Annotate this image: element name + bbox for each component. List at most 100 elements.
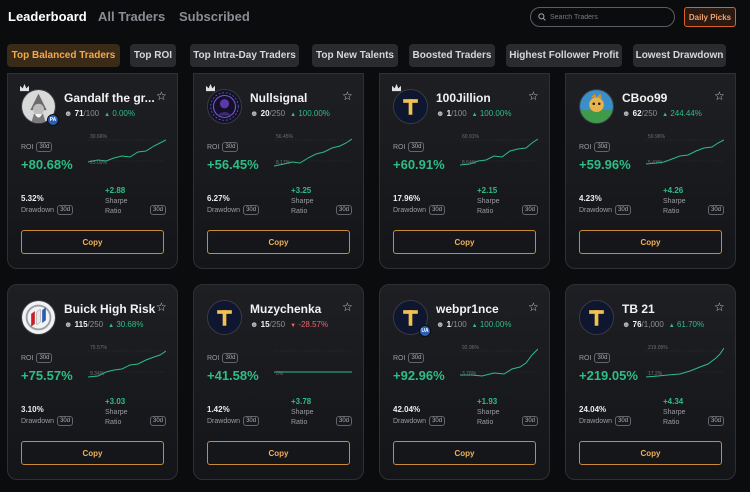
roi-label: ROI 30d: [21, 353, 53, 363]
copy-button[interactable]: Copy: [207, 441, 350, 465]
sparkline-max-label: 60.91%: [462, 134, 479, 140]
filter-chip-boosted-traders[interactable]: Boosted Traders: [409, 44, 495, 67]
trader-card[interactable]: TB 21 ☆ ☻ 76/1,000 ▲ 61.70% ROI 30d +219.05% 21…: [565, 284, 736, 480]
copy-button[interactable]: Copy: [393, 441, 536, 465]
copy-button[interactable]: Copy: [21, 230, 164, 254]
user-icon: ☻: [436, 109, 447, 118]
t-logo-avatar[interactable]: [393, 300, 428, 335]
sparkline-min-label: 5.43%: [648, 160, 663, 166]
drawdown-label-text: Drawdown: [207, 417, 241, 425]
roi-value: +59.96%: [579, 157, 631, 172]
drawdown-label-text: Drawdown: [393, 206, 427, 214]
copy-button[interactable]: Copy: [393, 230, 536, 254]
star-icon[interactable]: ☆: [156, 300, 167, 314]
sharpe-value: +3.03: [105, 397, 126, 406]
filter-chip-top-balanced-traders[interactable]: Top Balanced Traders: [7, 44, 120, 67]
sparkline-min-label: 0%: [276, 371, 284, 377]
trader-name-cboo99[interactable]: CBoo99: [622, 91, 668, 105]
period-tag: 30d: [222, 353, 239, 363]
sharpe-value: +4.26: [663, 186, 684, 195]
trader-card[interactable]: 100Jillion ☆ ☻ 1/100 ▲ 100.00% ROI 30d +60.91%…: [379, 73, 550, 269]
roi-label: ROI 30d: [579, 142, 611, 152]
trader-name-100jillion[interactable]: 100Jillion: [436, 91, 491, 105]
roi-label-text: ROI: [579, 354, 592, 362]
search-input[interactable]: [550, 13, 670, 21]
follower-change-value: 0.00%: [112, 109, 135, 118]
copy-button[interactable]: Copy: [21, 441, 164, 465]
star-icon[interactable]: ☆: [528, 300, 539, 314]
copy-button[interactable]: Copy: [579, 230, 722, 254]
sparkline-max-label: 219.05%: [648, 345, 668, 351]
follower-change: ▲ 61.70%: [669, 320, 704, 329]
follower-capacity: /250: [641, 109, 658, 118]
copy-button[interactable]: Copy: [579, 441, 722, 465]
t-logo-avatar[interactable]: [393, 89, 428, 124]
follower-count: ☻ 20/250 ▲ 100.00%: [250, 109, 330, 118]
star-icon[interactable]: ☆: [714, 89, 725, 103]
nullsignal-avatar[interactable]: [207, 89, 242, 124]
roi-label: ROI 30d: [207, 142, 239, 152]
follower-capacity: /100: [451, 320, 467, 329]
wizard-avatar[interactable]: [21, 89, 56, 124]
trader-card[interactable]: PA Gandalf the gr... ☆ ☻ 71/100 ▲ 0.00% ROI 30…: [7, 73, 178, 269]
sharpe-label: Sharpe Ratio: [291, 409, 314, 426]
user-icon: ☻: [622, 109, 633, 118]
trader-card[interactable]: CBoo99 ☆ ☻ 62/250 ▲ 244.44% ROI 30d +59.96% 59.…: [565, 73, 736, 269]
filter-chip-top-new-talents[interactable]: Top New Talents: [312, 44, 398, 67]
roi-sparkline: [646, 139, 724, 165]
period-tag: 30d: [336, 205, 353, 215]
star-icon[interactable]: ☆: [342, 300, 353, 314]
trader-name-muzychenka[interactable]: Muzychenka: [250, 302, 322, 316]
follower-change: ▲ 100.00%: [472, 109, 512, 118]
follower-current: 71: [74, 109, 84, 118]
drawdown-value: 4.23%: [579, 194, 602, 203]
trader-card[interactable]: Nullsignal ☆ ☻ 20/250 ▲ 100.00% ROI 30d +56.45…: [193, 73, 364, 269]
roi-label-text: ROI: [393, 354, 406, 362]
tab-leaderboard[interactable]: Leaderboard: [8, 9, 87, 24]
trader-card[interactable]: Buick High Risk ☆ ☻ 115/250 ▲ 30.68% ROI 30d +…: [7, 284, 178, 480]
period-tag: 30d: [708, 205, 725, 215]
period-tag: 30d: [36, 142, 53, 152]
copy-button[interactable]: Copy: [207, 230, 350, 254]
star-icon[interactable]: ☆: [156, 89, 167, 103]
follower-change-value: 30.68%: [116, 320, 144, 329]
trader-name-webpr1nce[interactable]: webpr1nce: [436, 302, 499, 316]
triangle-up-icon: ▲: [471, 323, 478, 329]
triangle-up-icon: ▲: [662, 112, 669, 118]
drawdown-label: Drawdown 30d: [579, 205, 632, 215]
trader-card[interactable]: UA webpr1nce ☆ ☻ 1/100 ▲ 100.00% ROI 30d +92.96…: [379, 284, 550, 480]
star-icon[interactable]: ☆: [528, 89, 539, 103]
follower-capacity: /250: [269, 320, 286, 329]
filter-chip-highest-follower-profit[interactable]: Highest Follower Profit: [506, 44, 622, 67]
tab-subscribed[interactable]: Subscribed: [179, 9, 250, 24]
star-icon[interactable]: ☆: [342, 89, 353, 103]
buick-avatar[interactable]: [21, 300, 56, 335]
roi-sparkline: [460, 348, 538, 377]
filter-chip-top-intra-day-traders[interactable]: Top Intra-Day Traders: [190, 44, 299, 67]
trader-name-gandalf-the-gr[interactable]: Gandalf the gr...: [64, 91, 155, 105]
follower-capacity: /100: [451, 109, 467, 118]
drawdown-label-text: Drawdown: [579, 206, 613, 214]
period-tag: 30d: [615, 205, 632, 215]
filter-chip-lowest-drawdown[interactable]: Lowest Drawdown: [633, 44, 726, 67]
trader-name-tb-21[interactable]: TB 21: [622, 302, 655, 316]
tab-all-traders[interactable]: All Traders: [98, 9, 166, 24]
t-logo-avatar[interactable]: [579, 300, 614, 335]
t-logo-avatar[interactable]: [207, 300, 242, 335]
sparkline-max-label: 30.66%: [90, 134, 107, 140]
daily-picks-button[interactable]: Daily Picks: [684, 7, 736, 27]
drawdown-label: Drawdown 30d: [393, 205, 446, 215]
trader-name-buick-high-risk[interactable]: Buick High Risk: [64, 302, 156, 316]
follower-current: 1: [446, 109, 452, 118]
trader-card[interactable]: Muzychenka ☆ ☻ 15/250 ▼ -28.57% ROI 30d +41.58…: [193, 284, 364, 480]
roi-sparkline: [460, 138, 538, 166]
star-icon[interactable]: ☆: [714, 300, 725, 314]
follower-current: 15: [260, 320, 270, 329]
follower-change: ▲ 30.68%: [108, 320, 143, 329]
drawdown-label: Drawdown 30d: [579, 416, 632, 426]
cboo-avatar[interactable]: [579, 89, 614, 124]
search-box[interactable]: [530, 7, 675, 27]
follower-count: ☻ 76/1,000 ▲ 61.70%: [622, 320, 704, 329]
filter-chip-top-roi[interactable]: Top ROI: [130, 44, 176, 67]
trader-name-nullsignal[interactable]: Nullsignal: [250, 91, 308, 105]
